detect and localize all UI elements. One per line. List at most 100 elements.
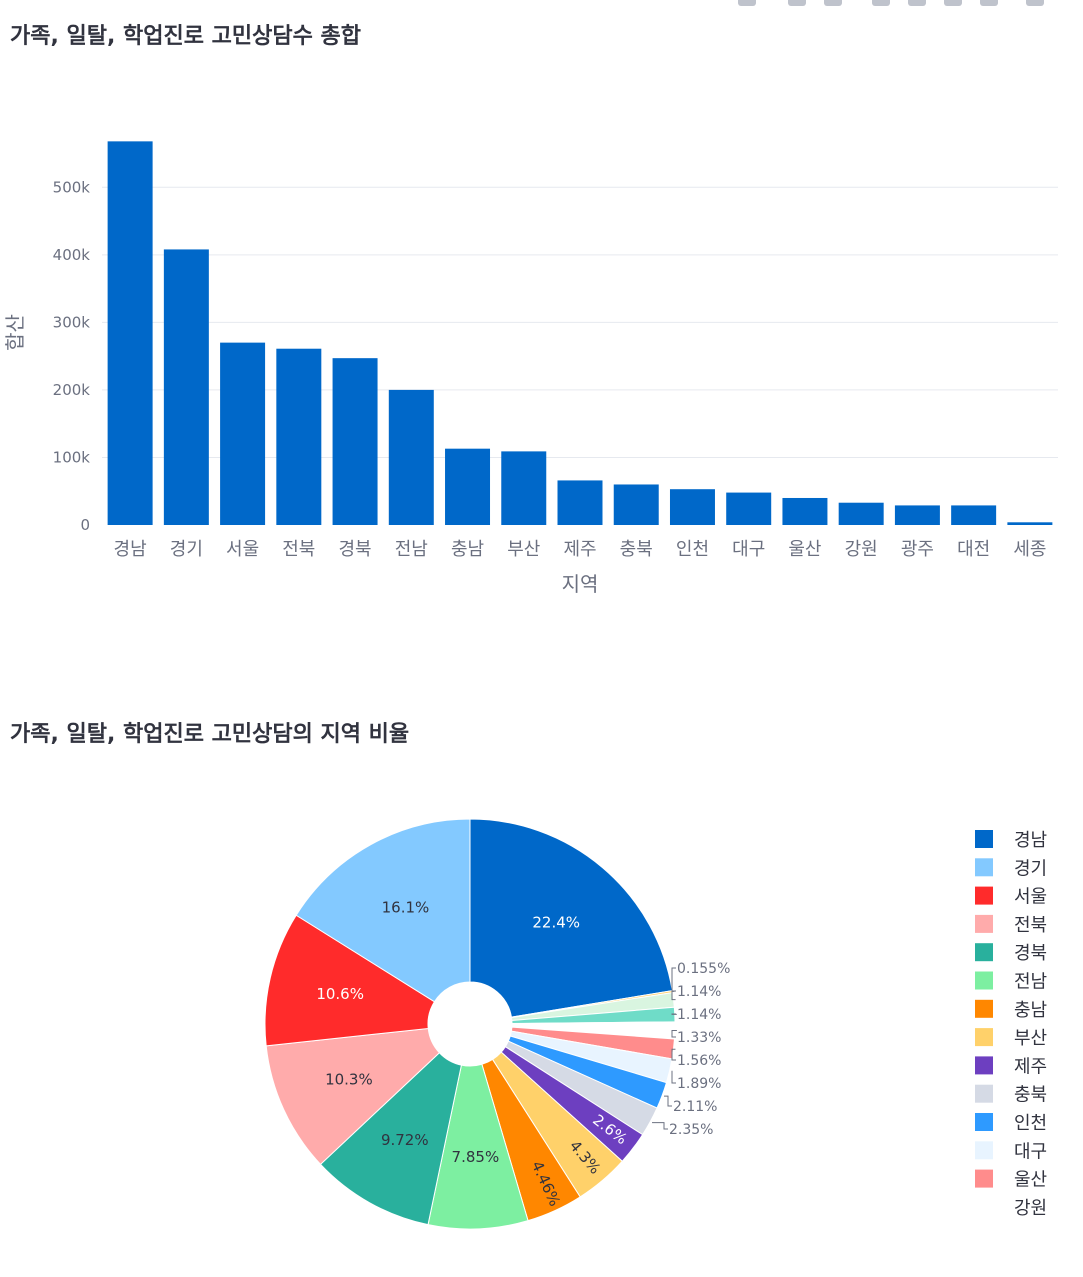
- pie-label: 9.72%: [381, 1131, 429, 1149]
- x-tick-label: 충북: [620, 539, 653, 560]
- camera-icon[interactable]: [738, 0, 756, 6]
- pie-label: 2.35%: [669, 1122, 713, 1138]
- legend-swatch[interactable]: [975, 1113, 993, 1131]
- pie-label: 1.14%: [677, 984, 721, 1000]
- pie-label: 10.3%: [325, 1071, 373, 1089]
- x-tick-label: 전남: [395, 539, 428, 560]
- pie-leader-line: [671, 1048, 676, 1061]
- pie-slice[interactable]: [319, 1052, 462, 1226]
- legend-swatch[interactable]: [975, 1141, 993, 1160]
- zoom-out-icon[interactable]: [908, 0, 926, 6]
- x-tick-label: 대전: [957, 539, 990, 560]
- pie-leader-line: [664, 1095, 672, 1107]
- pie-label: 16.1%: [382, 898, 430, 916]
- reset-axes-icon[interactable]: [980, 0, 998, 6]
- legend-label[interactable]: 경북: [1014, 943, 1047, 964]
- x-axis-title: 지역: [562, 572, 599, 596]
- pie-label: 1.89%: [677, 1076, 721, 1092]
- bar[interactable]: [501, 451, 547, 525]
- legend-swatch[interactable]: [975, 1084, 993, 1103]
- legend-swatch[interactable]: [975, 999, 993, 1018]
- legend-label[interactable]: 서울: [1014, 887, 1047, 908]
- x-tick-label: 광주: [901, 539, 934, 560]
- pan-icon[interactable]: [824, 0, 842, 6]
- x-tick-label: 울산: [788, 539, 821, 560]
- y-tick-label: 300k: [53, 313, 91, 331]
- legend-label[interactable]: 인천: [1014, 1113, 1047, 1134]
- bar[interactable]: [220, 342, 266, 525]
- y-tick-label: 500k: [53, 178, 91, 196]
- bar[interactable]: [445, 448, 491, 525]
- bar[interactable]: [838, 502, 884, 525]
- bar[interactable]: [726, 492, 772, 525]
- pie-label: 10.6%: [316, 985, 364, 1003]
- legend-label[interactable]: 부산: [1014, 1028, 1047, 1049]
- legend-label[interactable]: 충북: [1014, 1085, 1047, 1106]
- bar[interactable]: [782, 497, 828, 525]
- pie-leader-line: [671, 1029, 677, 1038]
- legend-label[interactable]: 울산: [1014, 1170, 1047, 1191]
- pie-leader-line: [671, 967, 676, 992]
- legend-swatch[interactable]: [975, 943, 993, 962]
- pie-label: 22.4%: [532, 913, 580, 931]
- pie-chart[interactable]: 22.4%2.6%4.3%4.46%7.85%9.72%10.3%10.6%16…: [0, 780, 1083, 1260]
- bar[interactable]: [276, 348, 322, 525]
- legend-swatch[interactable]: [975, 1028, 993, 1047]
- bar[interactable]: [894, 505, 940, 525]
- pie-leader-line: [671, 1070, 676, 1084]
- autoscale-icon[interactable]: [944, 0, 962, 6]
- pie-label: 0.155%: [677, 961, 730, 977]
- bar[interactable]: [388, 389, 434, 525]
- legend-label[interactable]: 경남: [1014, 830, 1047, 851]
- legend-label[interactable]: 전북: [1014, 915, 1047, 936]
- zoom-icon[interactable]: [788, 0, 806, 6]
- pie-leader-line: [652, 1122, 668, 1130]
- legend-label[interactable]: 충남: [1014, 1000, 1047, 1021]
- bar[interactable]: [1007, 522, 1053, 525]
- bar[interactable]: [163, 249, 209, 525]
- bar[interactable]: [951, 505, 997, 525]
- y-tick-label: 0: [80, 516, 90, 534]
- legend-swatch[interactable]: [975, 1197, 993, 1216]
- x-tick-label: 인천: [676, 539, 709, 560]
- pie-label: 2.11%: [673, 1099, 717, 1115]
- legend-swatch[interactable]: [975, 971, 993, 990]
- legend-swatch[interactable]: [975, 858, 993, 877]
- legend-label[interactable]: 전남: [1014, 972, 1047, 993]
- pie-slice[interactable]: [264, 914, 436, 1047]
- y-tick-label: 100k: [53, 448, 91, 466]
- fullscreen-icon[interactable]: [1026, 0, 1044, 6]
- pie-label: 1.56%: [677, 1053, 721, 1069]
- zoom-in-icon[interactable]: [872, 0, 890, 6]
- legend-label[interactable]: 대구: [1014, 1141, 1047, 1162]
- pie-leader-line: [671, 990, 676, 1001]
- x-tick-label: 서울: [226, 539, 259, 560]
- bar[interactable]: [107, 141, 153, 525]
- pie-label: 1.33%: [677, 1030, 721, 1046]
- bar-chart[interactable]: 0 100k 200k 300k 400k 500k 경남 경기 서울 전북 경북 전남 충남 부산 제주 충…: [0, 60, 1083, 620]
- pie-slice[interactable]: [265, 1027, 441, 1166]
- bar[interactable]: [669, 489, 715, 525]
- legend-label[interactable]: 제주: [1014, 1056, 1047, 1077]
- pie-chart-title: 가족, 일탈, 학업진로 고민상담의 지역 비율: [10, 722, 410, 747]
- legend-label[interactable]: 경기: [1014, 858, 1047, 879]
- y-tick-label: 400k: [53, 246, 91, 264]
- modebar: [730, 0, 1060, 8]
- bar[interactable]: [332, 358, 378, 525]
- x-tick-label: 경기: [170, 539, 203, 560]
- legend-swatch[interactable]: [975, 886, 993, 905]
- x-tick-label: 부산: [507, 539, 540, 560]
- legend-swatch[interactable]: [975, 914, 993, 933]
- pie-slice[interactable]: [469, 818, 673, 1018]
- legend-swatch[interactable]: [975, 1056, 993, 1075]
- x-tick-label: 경남: [114, 539, 147, 560]
- bar[interactable]: [557, 480, 603, 525]
- bar[interactable]: [613, 484, 659, 525]
- legend-swatch[interactable]: [975, 1169, 993, 1188]
- pie-slice[interactable]: [295, 818, 471, 1003]
- legend-label[interactable]: 강원: [1014, 1198, 1047, 1219]
- x-tick-label: 충남: [451, 539, 484, 560]
- y-tick-label: 200k: [53, 381, 91, 399]
- x-tick-label: 대구: [732, 539, 765, 560]
- legend-swatch[interactable]: [975, 830, 993, 848]
